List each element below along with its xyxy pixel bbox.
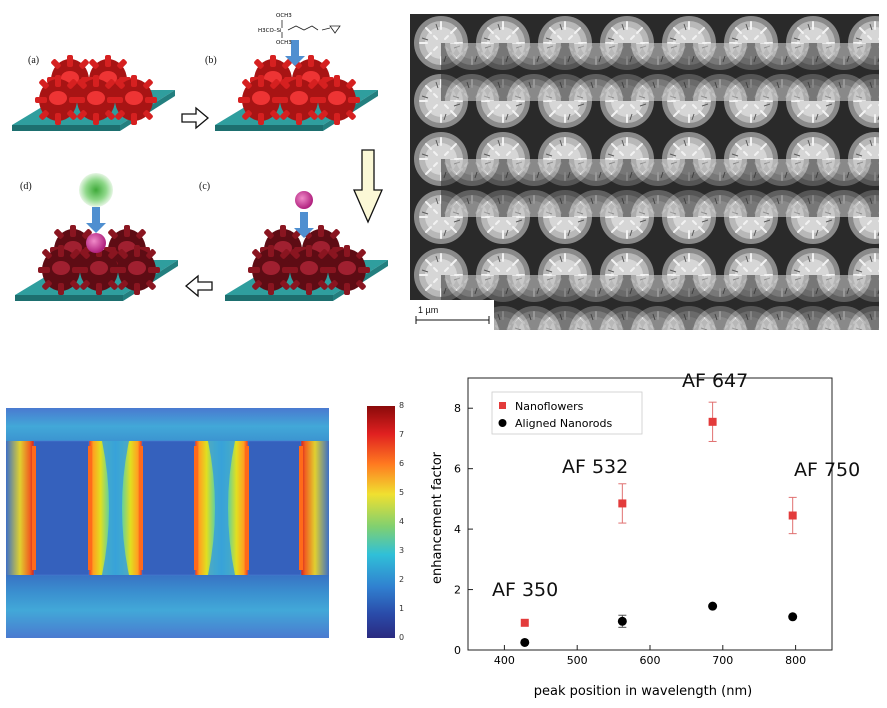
colorbar-tick: 1 bbox=[399, 604, 405, 613]
flow-arrow-left-icon bbox=[184, 274, 213, 298]
y-tick-label: 8 bbox=[454, 402, 461, 415]
enhancement-chart: 400 500 600 700 800 0 2 4 6 8 peak position in wa… bbox=[430, 377, 833, 699]
scale-bar-box bbox=[410, 300, 494, 330]
chem-bottom: OCH3 bbox=[276, 40, 292, 46]
panel-label-b: (b) bbox=[205, 55, 217, 66]
legend-label-nanorods: Aligned Nanorods bbox=[515, 417, 613, 430]
y-tick-label: 2 bbox=[454, 584, 461, 597]
colorbar-tick: 7 bbox=[399, 430, 405, 439]
arrow-blue-icon bbox=[92, 207, 100, 223]
y-tick-label: 6 bbox=[454, 463, 461, 476]
x-tick-label: 400 bbox=[494, 654, 515, 667]
colorbar-tick: 4 bbox=[399, 517, 405, 526]
panel-label-a: (a) bbox=[28, 55, 40, 66]
field-enhancement-map bbox=[6, 408, 329, 638]
chart-legend: Nanoflowers Aligned Nanorods bbox=[491, 391, 643, 435]
flow-arrow-right-icon bbox=[181, 106, 210, 130]
chem-top: OCH3 bbox=[276, 13, 292, 19]
x-tick-label: 500 bbox=[567, 654, 588, 667]
point-nanoflowers bbox=[618, 499, 627, 508]
panel-a bbox=[12, 55, 175, 131]
colorbar-tick: 0 bbox=[399, 633, 405, 642]
schematic-figure: OCH3 H3CO–Si OCH3 bbox=[12, 13, 388, 301]
flow-arrow-down-icon bbox=[353, 149, 383, 224]
chem-mid: H3CO–Si bbox=[258, 28, 282, 34]
silane-structure bbox=[281, 20, 341, 38]
annotation-af647: AF 647 bbox=[682, 370, 749, 392]
scale-bar-label: 1 µm bbox=[418, 305, 439, 315]
point-nanorods bbox=[520, 637, 530, 647]
legend-marker-nanoflowers bbox=[499, 402, 506, 409]
panel-d bbox=[15, 173, 178, 301]
point-nanorods bbox=[617, 616, 627, 626]
chart-xlabel: peak position in wavelength (nm) bbox=[534, 684, 752, 699]
colorbar-tick: 5 bbox=[399, 488, 405, 497]
colorbar bbox=[367, 406, 395, 638]
panel-label-c: (c) bbox=[199, 181, 211, 192]
annotation-af532: AF 532 bbox=[562, 456, 629, 478]
x-tick-label: 600 bbox=[640, 654, 661, 667]
point-nanorods bbox=[788, 612, 798, 622]
colorbar-tick: 8 bbox=[399, 401, 405, 410]
y-tick-label: 4 bbox=[454, 523, 461, 536]
dye-pink-icon bbox=[86, 233, 106, 253]
legend-label-nanoflowers: Nanoflowers bbox=[515, 400, 584, 413]
panel-c bbox=[225, 191, 388, 301]
sem-image bbox=[410, 14, 879, 330]
point-nanorods bbox=[708, 601, 718, 611]
panel-label-d: (d) bbox=[20, 181, 32, 192]
colorbar-tick: 6 bbox=[399, 459, 405, 468]
y-tick-label: 0 bbox=[454, 644, 461, 657]
dye-pink-icon bbox=[295, 191, 313, 209]
legend-marker-nanorods bbox=[498, 419, 507, 427]
chart-ylabel: enhancement factor bbox=[430, 451, 445, 584]
arrow-blue-icon bbox=[291, 40, 299, 56]
fluorescence-glow-icon bbox=[79, 173, 113, 207]
colorbar-tick: 2 bbox=[399, 575, 405, 584]
annotation-af350: AF 350 bbox=[492, 579, 559, 601]
arrow-blue-icon bbox=[300, 212, 308, 228]
x-tick-label: 700 bbox=[712, 654, 733, 667]
annotation-af750: AF 750 bbox=[794, 459, 861, 481]
point-nanoflowers bbox=[788, 511, 797, 520]
point-nanoflowers bbox=[520, 618, 529, 627]
point-nanoflowers bbox=[708, 417, 717, 426]
x-tick-label: 800 bbox=[785, 654, 806, 667]
colorbar-tick: 3 bbox=[399, 546, 405, 555]
panel-b: OCH3 H3CO–Si OCH3 bbox=[215, 13, 378, 131]
